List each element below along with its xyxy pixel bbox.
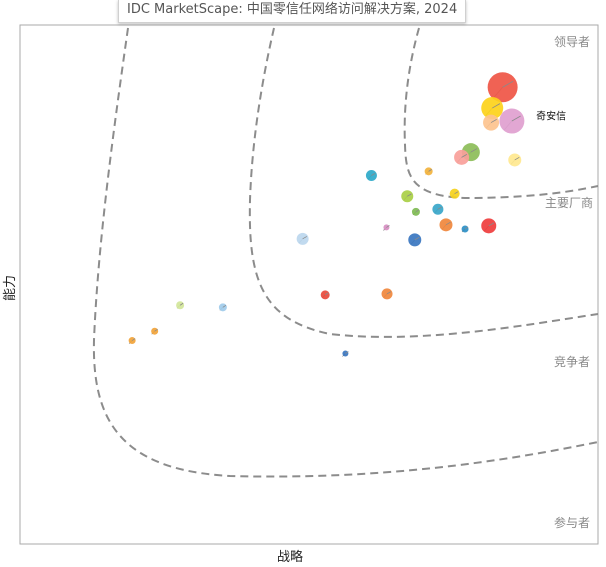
vendor-points bbox=[128, 72, 525, 357]
vendor-bubble-tick bbox=[415, 209, 420, 213]
vendor-bubble-tick bbox=[437, 206, 442, 210]
vendor-bubble-tick bbox=[407, 193, 412, 197]
boundary-participants-contenders bbox=[92, 27, 599, 478]
vendor-bubble-tick bbox=[324, 292, 329, 296]
vendor-bubble-tick bbox=[502, 80, 514, 88]
vendor-bubble-tick bbox=[131, 338, 136, 341]
zone-label-leaders: 领导者 bbox=[554, 35, 590, 49]
vendor-bubble-tick bbox=[428, 169, 432, 172]
zone-boundaries bbox=[92, 27, 599, 478]
vendor-bubble-tick bbox=[371, 172, 376, 176]
zone-label-participants: 参与者 bbox=[554, 515, 590, 530]
zone-label-major-players: 主要厂商 bbox=[545, 195, 593, 210]
vendor-bubble-tick bbox=[454, 191, 459, 195]
vendor-bubble-tick bbox=[302, 236, 308, 240]
vendor-bubble-tick bbox=[488, 222, 495, 227]
vendor-bubble-tick bbox=[514, 156, 520, 161]
vendor-bubble-tick bbox=[414, 236, 420, 241]
x-axis-label: 战略 bbox=[277, 549, 303, 565]
vendor-bubble-tick bbox=[461, 153, 468, 158]
zone-labels: 领导者 主要厂商 竞争者 参与者 bbox=[545, 35, 593, 530]
vendor-bubble-tick bbox=[386, 291, 392, 295]
vendor-bubble-tick bbox=[490, 119, 497, 123]
vendor-bubble-tick bbox=[386, 225, 390, 228]
plot-frame bbox=[19, 24, 599, 545]
boundary-major-leaders bbox=[403, 27, 599, 200]
vendor-bubble-tick bbox=[464, 226, 469, 230]
vendor-label: 奇安信 bbox=[536, 109, 566, 122]
vendor-bubble-tick bbox=[511, 115, 521, 122]
vendor-bubble-tick bbox=[222, 305, 227, 308]
vendor-annotations: 奇安信 bbox=[536, 109, 566, 122]
zone-label-contenders: 竞争者 bbox=[554, 355, 590, 369]
vendor-bubble-tick bbox=[179, 302, 184, 306]
chart-title: IDC MarketScape: 中国零信任网络访问解决方案, 2024 bbox=[118, 0, 467, 23]
vendor-bubble-tick bbox=[492, 103, 501, 109]
vendor-bubble-tick bbox=[345, 351, 349, 354]
y-axis-label: 能力 bbox=[3, 275, 18, 301]
vendor-bubble-tick bbox=[445, 221, 451, 226]
vendor-bubble-tick bbox=[470, 148, 478, 153]
vendor-bubble-tick bbox=[154, 328, 158, 332]
